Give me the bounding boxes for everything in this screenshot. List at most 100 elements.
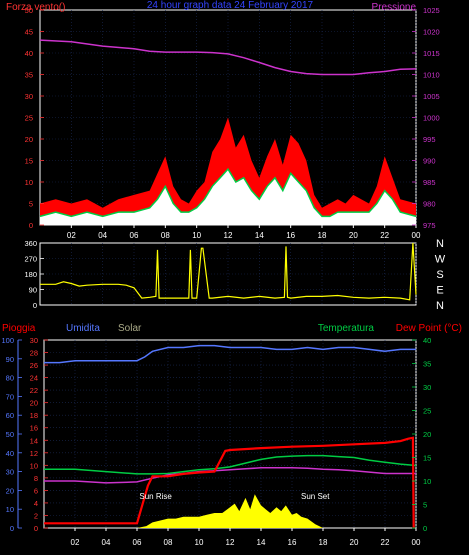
x-tick-label: 12 — [226, 538, 235, 547]
wind-average-line — [39, 167, 417, 218]
y-tick-label: 0 — [423, 524, 427, 533]
solar-label: Solar — [118, 323, 142, 334]
rain-temp-panel: 0 10 20 30 40 50 60 70 80 90 100 0 24 6 8 10 12 14 16 18 20 2… — [1, 323, 462, 547]
y-tick-label: 24 — [30, 374, 38, 383]
temperature-line — [44, 454, 417, 475]
y-tick-label: 360 — [24, 239, 37, 248]
y-tick-label: 10 — [30, 461, 38, 470]
compass-label: E — [436, 285, 443, 297]
y-tick-label: 1010 — [423, 71, 440, 80]
x-tick-label: 00 — [412, 231, 421, 240]
x-tick-label: 20 — [349, 231, 358, 240]
wind-pressure-marks — [39, 39, 417, 225]
dewpoint-label: Dew Point (°C) — [396, 323, 462, 334]
y-tick-label: 12 — [30, 449, 38, 458]
x-tick-label: 12 — [224, 231, 233, 240]
y-tick-label: 10 — [423, 477, 431, 486]
y-tick-label: 20 — [30, 399, 38, 408]
y-tick-label: 50 — [25, 6, 33, 15]
y-tick-label: 90 — [29, 286, 37, 295]
y-tick-label: 8 — [34, 474, 38, 483]
x-tick-label: 08 — [161, 231, 170, 240]
sunset-annotation: Sun Set — [301, 492, 330, 501]
x-tick-label: 20 — [350, 538, 359, 547]
y-tick-label: 26 — [30, 361, 38, 370]
y-tick-label: 990 — [423, 157, 436, 166]
compass-label: N — [436, 300, 444, 312]
temperature-label: Temperatura — [318, 323, 375, 334]
y-tick-label: 35 — [423, 360, 431, 369]
y-tick-label: 45 — [25, 28, 33, 37]
y-tick-label: 100 — [1, 336, 14, 345]
x-tick-label: 16 — [286, 231, 295, 240]
x-tick-label: 06 — [130, 231, 139, 240]
y-tick-label: 22 — [30, 386, 38, 395]
y-tick-label: 5 — [423, 501, 427, 510]
chart-title: 24 hour graph data 24 February 2017 — [147, 0, 314, 11]
y-tick-label: 50 — [6, 430, 14, 439]
y-tick-label: 15 — [25, 157, 33, 166]
y-tick-label: 0 — [29, 221, 33, 230]
compass-label: N — [436, 238, 444, 250]
y-tick-label: 270 — [24, 255, 37, 264]
x-tick-label: 22 — [380, 231, 389, 240]
x-tick-label: 10 — [192, 231, 201, 240]
y-tick-label: 1015 — [423, 49, 440, 58]
wind-direction-grid — [40, 243, 417, 305]
rain-label: Pioggia — [2, 323, 36, 334]
rain-temp-axes: 0 10 20 30 40 50 60 70 80 90 100 0 24 6 8 10 12 14 16 18 20 2… — [1, 336, 431, 547]
x-tick-label: 00 — [412, 538, 421, 547]
y-tick-label: 30 — [25, 92, 33, 101]
y-tick-label: 1005 — [423, 92, 440, 101]
compass-label: S — [436, 269, 443, 281]
wind-base-area — [40, 169, 416, 225]
y-tick-label: 30 — [423, 383, 431, 392]
y-tick-label: 6 — [34, 486, 38, 495]
y-tick-label: 15 — [423, 454, 431, 463]
wind-pressure-axes: 0510152025303540455097598098599099510001… — [25, 6, 440, 240]
y-tick-label: 35 — [25, 71, 33, 80]
y-tick-label: 40 — [25, 49, 33, 58]
y-tick-label: 20 — [423, 430, 431, 439]
x-tick-label: 22 — [381, 538, 390, 547]
y-tick-label: 14 — [30, 436, 38, 445]
y-tick-label: 180 — [24, 270, 37, 279]
y-tick-label: 80 — [6, 374, 14, 383]
y-tick-label: 5 — [29, 200, 33, 209]
x-tick-label: 04 — [102, 538, 111, 547]
humidity-line — [44, 344, 416, 364]
solar-area — [44, 494, 416, 528]
rain-temp-marks — [44, 344, 417, 529]
rain-line — [44, 436, 415, 529]
sunrise-annotation: Sun Rise — [139, 492, 172, 501]
y-tick-label: 18 — [30, 411, 38, 420]
y-tick-label: 25 — [25, 114, 33, 123]
y-tick-label: 30 — [6, 468, 14, 477]
x-tick-label: 18 — [319, 538, 328, 547]
wind-direction-line — [40, 242, 417, 301]
y-tick-label: 90 — [6, 355, 14, 364]
dewpoint-line — [44, 467, 416, 484]
rain-temp-grid — [44, 340, 417, 528]
y-tick-label: 975 — [423, 221, 436, 230]
y-tick-label: 16 — [30, 424, 38, 433]
y-tick-label: 28 — [30, 349, 38, 358]
x-tick-label: 06 — [133, 538, 142, 547]
y-tick-label: 60 — [6, 411, 14, 420]
y-tick-label: 10 — [25, 178, 33, 187]
y-tick-label: 20 — [6, 486, 14, 495]
y-tick-label: 985 — [423, 178, 436, 187]
y-tick-label: 1025 — [423, 6, 440, 15]
compass-label: W — [435, 254, 446, 266]
y-tick-label: 70 — [6, 392, 14, 401]
y-tick-label: 4 — [34, 499, 38, 508]
y-tick-label: 995 — [423, 135, 436, 144]
y-tick-label: 30 — [30, 336, 38, 345]
wind-pressure-panel: 0510152025303540455097598098599099510001… — [6, 0, 440, 240]
y-tick-label: 0 — [34, 524, 38, 533]
x-tick-label: 02 — [67, 231, 76, 240]
y-tick-label: 40 — [6, 449, 14, 458]
